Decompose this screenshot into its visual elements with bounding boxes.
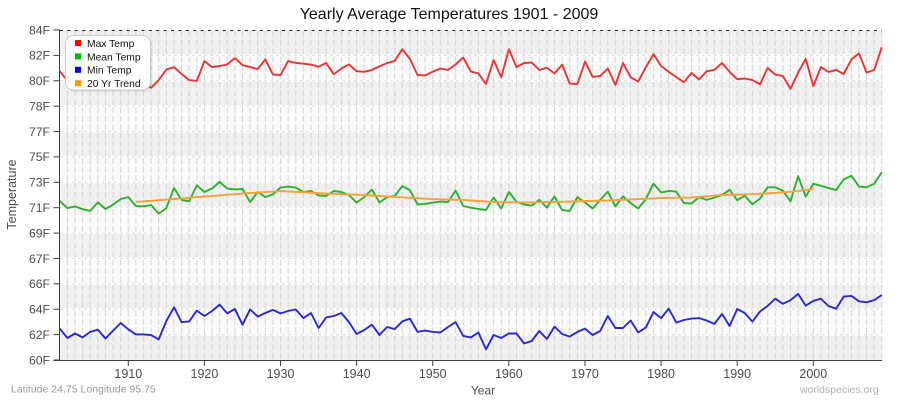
svg-text:1960: 1960 <box>495 367 523 381</box>
svg-text:1970: 1970 <box>571 367 599 381</box>
svg-text:1990: 1990 <box>723 367 751 381</box>
svg-text:1940: 1940 <box>343 367 371 381</box>
svg-text:1950: 1950 <box>419 367 447 381</box>
svg-text:Mean Temp: Mean Temp <box>87 52 141 63</box>
svg-text:84F: 84F <box>29 23 50 37</box>
svg-text:1920: 1920 <box>191 367 219 381</box>
svg-text:1930: 1930 <box>267 367 295 381</box>
svg-text:Year: Year <box>471 384 495 398</box>
svg-text:20 Yr Trend: 20 Yr Trend <box>87 79 141 90</box>
svg-text:73F: 73F <box>29 176 50 190</box>
svg-text:78F: 78F <box>29 99 50 113</box>
svg-text:Latitude 24.75 Longitude 95.75: Latitude 24.75 Longitude 95.75 <box>11 384 156 396</box>
svg-text:Temperature: Temperature <box>5 159 19 229</box>
svg-text:82F: 82F <box>29 49 50 63</box>
svg-text:64F: 64F <box>29 303 50 317</box>
svg-text:62F: 62F <box>29 328 50 342</box>
svg-text:Min Temp: Min Temp <box>87 66 132 77</box>
svg-text:Yearly Average Temperatures 19: Yearly Average Temperatures 1901 - 2009 <box>300 6 599 23</box>
svg-text:1980: 1980 <box>647 367 675 381</box>
svg-text:2000: 2000 <box>799 367 827 381</box>
svg-text:80F: 80F <box>29 74 50 88</box>
svg-text:69F: 69F <box>29 226 50 240</box>
svg-text:66F: 66F <box>29 277 50 291</box>
svg-text:77F: 77F <box>29 125 50 139</box>
svg-text:1910: 1910 <box>114 367 142 381</box>
svg-text:67F: 67F <box>29 252 50 266</box>
svg-text:worldspecies.org: worldspecies.org <box>799 384 879 396</box>
svg-text:75F: 75F <box>29 150 50 164</box>
svg-text:71F: 71F <box>29 201 50 215</box>
svg-text:Max Temp: Max Temp <box>87 39 135 50</box>
svg-text:60F: 60F <box>29 353 50 367</box>
